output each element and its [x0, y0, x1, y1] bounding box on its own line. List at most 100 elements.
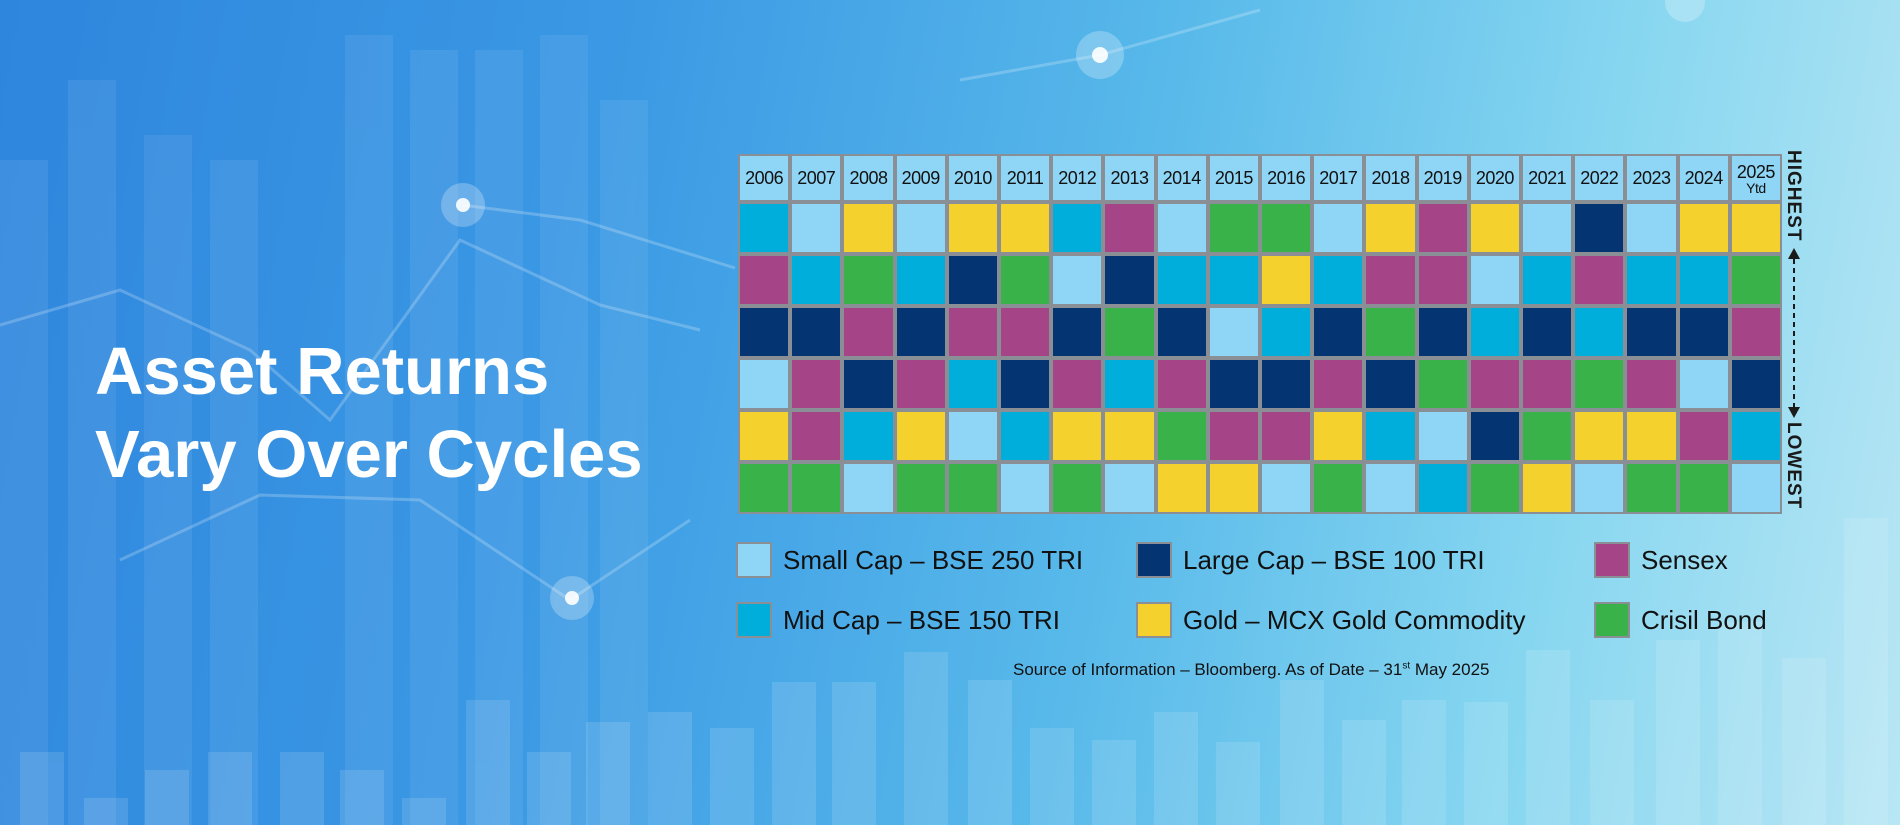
rank-cell-2012-3-large: [1051, 306, 1104, 358]
rank-cell-2008-2-bond: [842, 254, 895, 306]
year-header-2022: 2022: [1573, 154, 1626, 202]
rank-cell-2014-1-small: [1155, 202, 1208, 254]
rank-cell-2025-6-small: [1729, 462, 1782, 514]
rank-cell-2009-5-gold: [894, 410, 947, 462]
rank-cell-2022-3-mid: [1573, 306, 1626, 358]
rank-cell-2013-1-sensex: [1103, 202, 1156, 254]
year-sublabel: Ytd: [1746, 179, 1766, 196]
rank-cell-2013-3-bond: [1103, 306, 1156, 358]
rank-cell-2007-3-large: [790, 306, 843, 358]
year-label: 2006: [745, 168, 784, 188]
rank-cell-2012-2-small: [1051, 254, 1104, 306]
source-note-superscript: st: [1402, 660, 1411, 672]
year-header-2006: 2006: [738, 154, 791, 202]
rank-cell-2021-2-mid: [1521, 254, 1574, 306]
rank-cell-2010-5-small: [946, 410, 999, 462]
rank-cell-2019-4-bond: [1416, 358, 1469, 410]
rank-cell-2006-1-mid: [738, 202, 791, 254]
rank-highest-label: HIGHEST: [1783, 150, 1804, 242]
year-label: 2011: [1006, 168, 1044, 188]
rank-cell-2012-6-bond: [1051, 462, 1104, 514]
rank-cell-2010-1-gold: [946, 202, 999, 254]
rank-cell-2025-4-large: [1729, 358, 1782, 410]
rank-cell-2007-5-sensex: [790, 410, 843, 462]
rank-cell-2011-4-large: [999, 358, 1052, 410]
rank-cell-2011-3-sensex: [999, 306, 1052, 358]
rank-cell-2021-1-small: [1521, 202, 1574, 254]
year-header-2009: 2009: [894, 154, 947, 202]
rank-cell-2014-4-sensex: [1155, 358, 1208, 410]
rank-cell-2018-6-small: [1364, 462, 1417, 514]
rank-cell-2008-4-large: [842, 358, 895, 410]
rank-cell-2015-4-large: [1207, 358, 1260, 410]
rank-cell-2025-2-bond: [1729, 254, 1782, 306]
legend-swatch-bond: [1594, 602, 1630, 638]
rank-cell-2010-2-large: [946, 254, 999, 306]
year-label: 2018: [1371, 168, 1410, 188]
rank-cell-2013-2-large: [1103, 254, 1156, 306]
rank-cell-2014-2-mid: [1155, 254, 1208, 306]
year-header-2008: 2008: [842, 154, 895, 202]
rank-cell-2024-3-large: [1677, 306, 1730, 358]
rank-cell-2017-5-gold: [1312, 410, 1365, 462]
rank-cell-2016-4-large: [1260, 358, 1313, 410]
year-header-2012: 2012: [1051, 154, 1104, 202]
year-label: 2024: [1684, 168, 1724, 188]
rank-cell-2009-2-mid: [894, 254, 947, 306]
rank-cell-2017-4-sensex: [1312, 358, 1365, 410]
year-label: 2015: [1214, 168, 1254, 188]
year-label: 2019: [1423, 168, 1463, 188]
rank-cell-2025-1-gold: [1729, 202, 1782, 254]
year-header-2016: 2016: [1260, 154, 1313, 202]
rank-cell-2006-3-large: [738, 306, 791, 358]
legend-item-mid: Mid Cap – BSE 150 TRI: [736, 602, 1060, 638]
rank-cell-2021-6-gold: [1521, 462, 1574, 514]
rank-cell-2007-2-mid: [790, 254, 843, 306]
legend-swatch-gold: [1136, 602, 1172, 638]
year-label: 2022: [1580, 168, 1619, 188]
legend-item-small: Small Cap – BSE 250 TRI: [736, 542, 1083, 578]
year-label: 2009: [901, 168, 941, 188]
rank-cell-2023-1-small: [1625, 202, 1678, 254]
rank-cell-2006-4-small: [738, 358, 791, 410]
rank-cell-2015-2-mid: [1207, 254, 1260, 306]
rank-cell-2024-2-mid: [1677, 254, 1730, 306]
year-label: 2017: [1319, 168, 1358, 188]
legend-label-bond: Crisil Bond: [1641, 604, 1767, 635]
year-label: 2014: [1162, 168, 1202, 188]
rank-cell-2016-3-mid: [1260, 306, 1313, 358]
rank-cell-2021-3-large: [1521, 306, 1574, 358]
rank-cell-2024-6-bond: [1677, 462, 1730, 514]
year-header-2014: 2014: [1155, 154, 1208, 202]
rank-cell-2019-3-large: [1416, 306, 1469, 358]
rank-cell-2013-4-mid: [1103, 358, 1156, 410]
rank-cell-2014-6-gold: [1155, 462, 1208, 514]
rank-lowest-label: LOWEST: [1783, 422, 1804, 510]
legend-item-sensex: Sensex: [1594, 542, 1728, 578]
source-note: Source of Information – Bloomberg. As of…: [1013, 660, 1490, 680]
rank-cell-2009-1-small: [894, 202, 947, 254]
rank-cell-2013-6-small: [1103, 462, 1156, 514]
year-label: 2007: [797, 168, 836, 188]
rank-cell-2017-3-large: [1312, 306, 1365, 358]
year-header-2021: 2021: [1521, 154, 1574, 202]
year-label: 2021: [1528, 168, 1567, 188]
rank-cell-2006-2-sensex: [738, 254, 791, 306]
year-header-2023: 2023: [1625, 154, 1678, 202]
rank-cell-2018-2-sensex: [1364, 254, 1417, 306]
legend-swatch-small: [736, 542, 772, 578]
rank-cell-2017-1-small: [1312, 202, 1365, 254]
rank-cell-2020-4-sensex: [1468, 358, 1521, 410]
rank-cell-2011-5-mid: [999, 410, 1052, 462]
rank-cell-2015-3-small: [1207, 306, 1260, 358]
year-header-2015: 2015: [1207, 154, 1260, 202]
rank-cell-2017-6-bond: [1312, 462, 1365, 514]
rank-cell-2009-3-large: [894, 306, 947, 358]
rank-cell-2016-6-small: [1260, 462, 1313, 514]
rank-cell-2023-3-large: [1625, 306, 1678, 358]
rank-cell-2019-5-small: [1416, 410, 1469, 462]
source-note-date: May 2025: [1410, 660, 1490, 679]
year-label: 2023: [1632, 168, 1671, 188]
rank-cell-2024-1-gold: [1677, 202, 1730, 254]
rank-cell-2007-4-sensex: [790, 358, 843, 410]
